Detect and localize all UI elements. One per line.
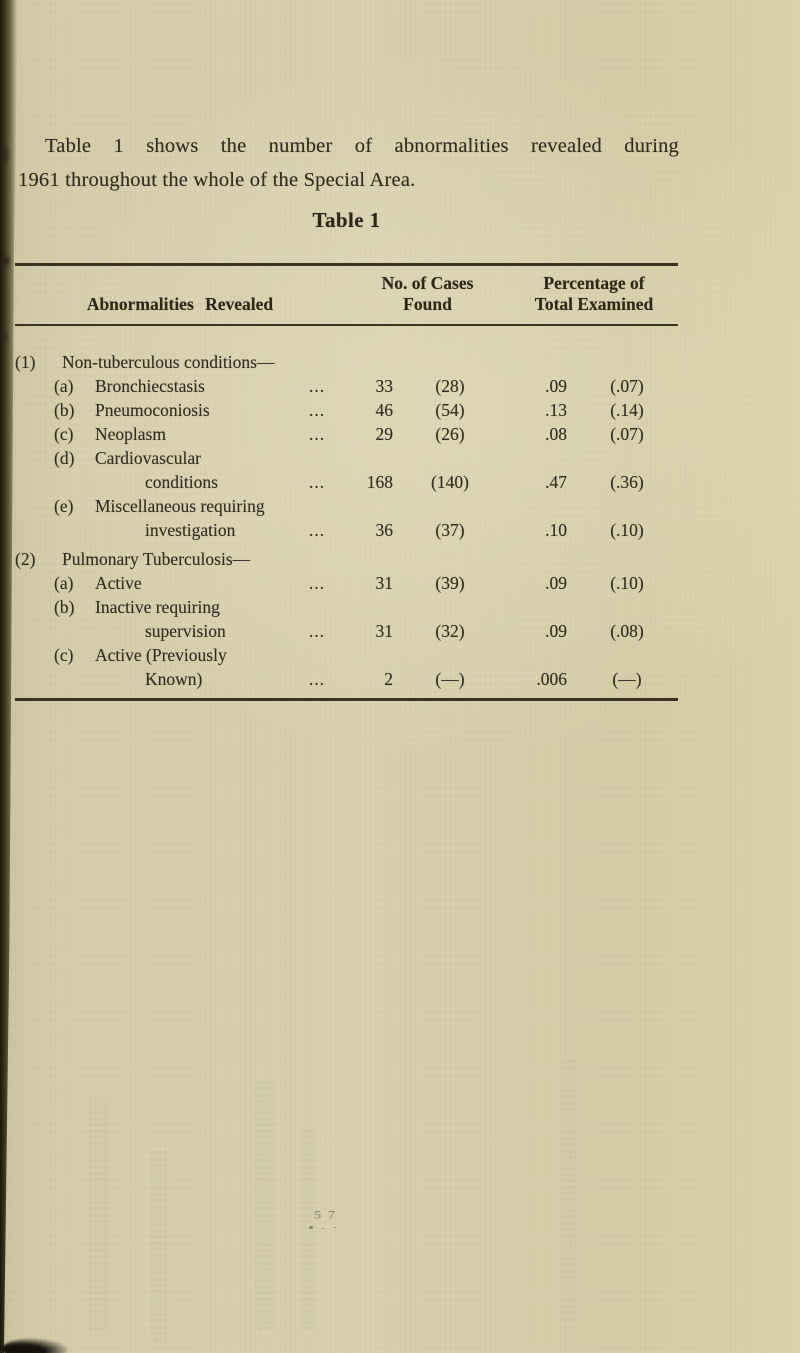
pct-paren-value: (.10) — [610, 520, 644, 540]
row-letter: (c) — [54, 424, 74, 444]
cases-paren-value: (140) — [431, 472, 469, 492]
row-letter: (a) — [54, 573, 74, 593]
showthrough-texture — [255, 1080, 275, 1330]
dots-leader: ... — [309, 424, 326, 444]
section-row: (1) Non-tuberculous conditions— — [15, 350, 678, 374]
pct-value: .08 — [545, 424, 567, 444]
row-label: Inactive requiring supervision — [95, 597, 226, 641]
section-title: Non-tuberculous conditions— — [62, 352, 275, 372]
row-letter: (c) — [54, 645, 74, 665]
pct-value: .09 — [545, 621, 567, 641]
dots-leader: ... — [309, 669, 326, 689]
section-row: (2) Pulmonary Tuberculosis— — [15, 547, 678, 571]
dots-leader: ... — [309, 376, 326, 396]
table-row: (a) Active ... 31 (39) .09 (.10) — [15, 571, 678, 595]
pct-value: .09 — [545, 376, 567, 396]
table-row: (b) Inactive requiring supervision ... 3… — [15, 595, 678, 643]
showthrough-texture — [88, 1100, 108, 1330]
table-title: Table 1 — [312, 208, 381, 232]
cases-value: 29 — [375, 424, 394, 444]
section-number: (2) — [15, 549, 36, 569]
row-letter: (d) — [54, 448, 75, 468]
cases-value: 31 — [375, 621, 394, 641]
pct-paren-value: (.07) — [610, 424, 644, 444]
cases-paren-value: (26) — [435, 424, 465, 444]
pct-value: .09 — [545, 573, 567, 593]
showthrough-texture — [560, 1060, 578, 1320]
dots-leader: ... — [309, 621, 326, 641]
footer-mark-dots — [309, 1226, 313, 1229]
intro-line: Table 1 shows the number of abnormalitie… — [45, 134, 679, 157]
row-label: Pneumoconiosis — [95, 400, 210, 420]
cases-paren-value: (—) — [435, 669, 465, 689]
spine-ink-blob — [0, 148, 8, 162]
intro-paragraph: Table 1 shows the number of abnormalitie… — [18, 129, 679, 197]
footer-page-mark: 57 — [314, 1209, 342, 1222]
pct-paren-value: (.10) — [610, 573, 644, 593]
section-title: Pulmonary Tuberculosis— — [62, 549, 251, 569]
abnormalities-table: Abnormalities Revealed No. of Cases Foun… — [15, 263, 678, 701]
cases-value: 33 — [375, 376, 394, 396]
pct-paren-value: (.08) — [610, 621, 644, 641]
corner-stain — [2, 1338, 68, 1353]
spine-ink-blob — [0, 332, 7, 341]
cases-value: 2 — [384, 669, 393, 689]
pct-value: .47 — [545, 472, 567, 492]
dots-leader: ... — [309, 573, 326, 593]
table-rule-header — [15, 324, 678, 326]
dots-leader: ... — [309, 400, 326, 420]
section-number: (1) — [15, 352, 36, 372]
row-label: Active (Previously Known) — [95, 645, 227, 689]
col-header-abnormalities: Abnormalities Revealed — [86, 294, 274, 314]
row-label: Miscellaneous requiring investigation — [95, 496, 265, 540]
table-rule-bottom — [15, 698, 678, 701]
intro-line: 1961 throughout the whole of the Special… — [18, 168, 416, 191]
dots-leader: ... — [309, 472, 326, 492]
showthrough-texture — [150, 1150, 168, 1340]
row-letter: (a) — [54, 376, 74, 396]
col-header-cases: No. of Cases Found — [381, 273, 474, 314]
cases-paren-value: (32) — [435, 621, 465, 641]
row-letter: (b) — [54, 597, 75, 617]
table-row: (e) Miscellaneous requiring investigatio… — [15, 494, 678, 542]
table-row: (d) Cardiovascular conditions ... 168 (1… — [15, 446, 678, 494]
cases-value: 31 — [375, 573, 394, 593]
dots-leader: ... — [309, 520, 326, 540]
cases-paren-value: (39) — [435, 573, 465, 593]
pct-paren-value: (.36) — [610, 472, 644, 492]
row-label: Active — [95, 573, 142, 593]
table-row: (a) Bronchiecstasis ... 33 (28) .09 (.07… — [15, 374, 678, 398]
col-header-percentage: Percentage of Total Examined — [534, 273, 654, 314]
row-letter: (e) — [54, 496, 74, 516]
row-letter: (b) — [54, 400, 75, 420]
cases-paren-value: (54) — [435, 400, 465, 420]
cases-value: 168 — [366, 472, 393, 492]
pct-value: .13 — [545, 400, 567, 420]
showthrough-texture — [300, 1130, 316, 1330]
table-row: (c) Neoplasm ... 29 (26) .08 (.07) — [15, 422, 678, 446]
row-label: Cardiovascular conditions — [95, 448, 218, 492]
cases-paren-value: (28) — [435, 376, 465, 396]
row-label: Bronchiecstasis — [95, 376, 205, 396]
cases-value: 46 — [375, 400, 394, 420]
table-row: (b) Pneumoconiosis ... 46 (54) .13 (.14) — [15, 398, 678, 422]
row-label: Neoplasm — [95, 424, 166, 444]
pct-paren-value: (.07) — [610, 376, 644, 396]
table-rule-top — [15, 263, 678, 266]
table-header-row: Abnormalities Revealed No. of Cases Foun… — [15, 266, 678, 324]
pct-value: .006 — [536, 669, 567, 689]
table-row: (c) Active (Previously Known) ... 2 (—) … — [15, 643, 678, 691]
table-body: (1) Non-tuberculous conditions— (a) Bron… — [15, 326, 678, 698]
cases-value: 36 — [375, 520, 394, 540]
spine-ink-blob — [1, 256, 10, 266]
cases-paren-value: (37) — [435, 520, 465, 540]
pct-paren-value: (—) — [612, 669, 642, 689]
pct-value: .10 — [545, 520, 567, 540]
pct-paren-value: (.14) — [610, 400, 644, 420]
